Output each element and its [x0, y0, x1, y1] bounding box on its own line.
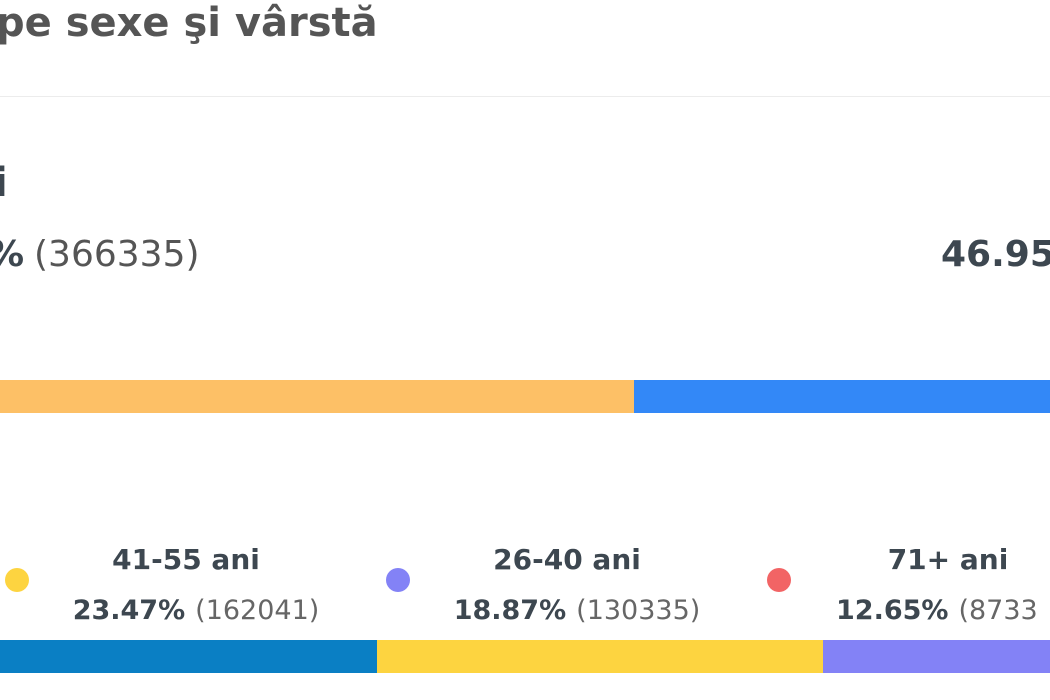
male-bar — [634, 380, 1050, 413]
age-label: 41-55 ani — [112, 543, 260, 576]
age-count: (8733 — [958, 595, 1038, 626]
age-percent: 18.87% — [453, 595, 567, 626]
age-bar — [377, 640, 823, 673]
age-bar — [823, 640, 1050, 673]
age-percent: 23.47% — [72, 595, 186, 626]
age-count: (130335) — [576, 595, 701, 626]
age-stat: 23.47% (162041) — [26, 595, 366, 626]
legend-dot — [5, 568, 29, 592]
legend-dot — [767, 568, 791, 592]
gender-heading: i — [0, 160, 8, 206]
left-count: (366335) — [34, 234, 200, 275]
left-percent: % — [0, 234, 24, 275]
age-stat: 18.87% (130335) — [407, 595, 747, 626]
age-count: (162041) — [195, 595, 320, 626]
female-bar — [0, 380, 634, 413]
age-label: 26-40 ani — [493, 543, 641, 576]
legend-dot — [386, 568, 410, 592]
age-percent: 12.65% — [836, 595, 949, 626]
age-bar — [0, 640, 377, 673]
right-percent: 46.95 — [941, 234, 1050, 275]
age-stat: 12.65% (8733 — [836, 595, 1038, 626]
age-label: 71+ ani — [887, 543, 1009, 576]
section-title: pe sexe şi vârstă — [0, 0, 378, 46]
divider — [0, 96, 1050, 97]
